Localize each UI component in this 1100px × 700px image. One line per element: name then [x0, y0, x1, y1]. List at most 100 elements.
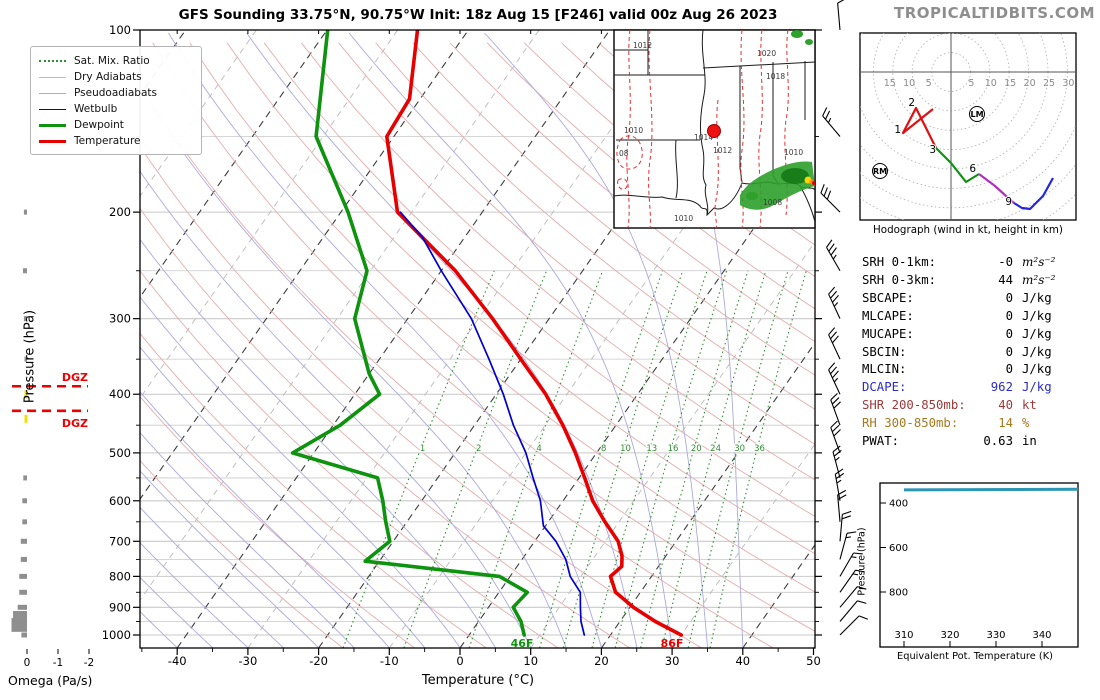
stat-row: RH 300-850mb: 14% — [862, 415, 1074, 433]
svg-text:700: 700 — [109, 534, 131, 548]
rm-marker — [872, 163, 888, 179]
svg-text:330: 330 — [986, 630, 1005, 641]
legend-item-temperature: Temperature — [39, 133, 193, 149]
svg-text:900: 900 — [109, 600, 131, 614]
svg-text:2: 2 — [908, 97, 915, 109]
svg-text:20: 20 — [594, 654, 609, 668]
svg-text:16: 16 — [668, 444, 679, 454]
svg-text:25: 25 — [1043, 78, 1055, 89]
svg-text:9: 9 — [1005, 196, 1012, 208]
svg-text:-20: -20 — [309, 654, 328, 668]
svg-text:10: 10 — [985, 78, 997, 89]
wind-barb — [839, 531, 857, 560]
stat-label: SRH 0-3km: — [862, 272, 937, 287]
stat-unit: in — [1022, 434, 1037, 449]
svg-text:6: 6 — [969, 163, 976, 175]
svg-text:1010: 1010 — [784, 148, 803, 157]
hodograph-trace-0-3km — [901, 106, 937, 149]
svg-text:-10: -10 — [380, 654, 399, 668]
stat-label: MLCIN: — [862, 362, 907, 377]
stat-value: 0.63 — [983, 434, 1013, 449]
svg-text:1020: 1020 — [757, 49, 776, 58]
wetbulb-curve — [399, 211, 586, 636]
wind-barb — [830, 392, 841, 426]
svg-text:-30: -30 — [239, 654, 258, 668]
svg-text:500: 500 — [109, 446, 131, 460]
stat-unit: J/kg — [1022, 308, 1052, 323]
svg-text:13: 13 — [646, 444, 657, 454]
svg-text:1012: 1012 — [713, 146, 732, 155]
wind-barb — [839, 615, 868, 636]
site-branding: TROPICALTIDBITS.COM — [894, 4, 1095, 22]
svg-text:1000: 1000 — [102, 628, 131, 642]
wind-barb — [822, 107, 841, 137]
svg-text:1: 1 — [894, 124, 901, 136]
svg-text:600: 600 — [889, 543, 908, 554]
legend-item-wetbulb: Wetbulb — [39, 101, 193, 117]
wind-barb — [839, 552, 863, 577]
sounding-profiles: 46F 86F — [290, 30, 683, 648]
wind-barb — [826, 239, 841, 272]
hodograph-panel: 15 10 5 5 10 15 20 25 30 1 2 3 6 9 RM LM — [859, 32, 1077, 221]
hodograph-trace-6-9km — [978, 173, 1015, 204]
stat-unit: % — [1022, 416, 1030, 431]
stat-value: 962 — [990, 380, 1013, 395]
stat-value: 14 — [998, 416, 1013, 431]
legend-label: Dewpoint — [74, 119, 124, 131]
svg-text:24: 24 — [710, 444, 721, 454]
svg-text:20: 20 — [1024, 78, 1036, 89]
stat-row: SBCIN: 0 J/kg — [862, 344, 1074, 362]
svg-text:-40: -40 — [168, 654, 187, 668]
svg-text:10: 10 — [903, 78, 915, 89]
stat-unit: J/kg — [1022, 326, 1052, 341]
svg-text:36: 36 — [754, 444, 765, 454]
stat-label: SRH 0-1km: — [862, 255, 937, 269]
wind-barb — [837, 0, 847, 31]
svg-text:1018: 1018 — [766, 72, 785, 81]
svg-text:300: 300 — [109, 312, 131, 326]
legend-label: Wetbulb — [74, 103, 118, 115]
stat-unit: kt — [1022, 398, 1037, 413]
svg-text:800: 800 — [889, 588, 908, 599]
legend-label: Pseudoadiabats — [74, 87, 157, 99]
omega-axis-label: Omega (Pa/s) — [8, 673, 93, 688]
svg-text:30: 30 — [734, 444, 745, 454]
svg-text:400: 400 — [889, 499, 908, 510]
sounding-location-dot — [707, 124, 721, 138]
svg-text:1010: 1010 — [624, 126, 643, 135]
stat-unit: J/kg — [1022, 290, 1052, 305]
svg-text:LM: LM — [970, 110, 983, 119]
svg-text:2: 2 — [476, 444, 481, 454]
svg-text:1: 1 — [420, 444, 425, 454]
svg-text:10: 10 — [620, 444, 631, 454]
thetae-axis-label: Equivalent Pot. Temperature (K) — [897, 651, 1053, 662]
pressure-axis-label: Pressure (hPa) — [22, 309, 38, 404]
svg-text:08: 08 — [619, 149, 629, 158]
svg-text:5: 5 — [968, 78, 974, 89]
stat-row: MUCAPE: 0 J/kg — [862, 326, 1074, 344]
page-title: GFS Sounding 33.75°N, 90.75°W Init: 18z … — [178, 7, 778, 23]
svg-text:10: 10 — [523, 654, 538, 668]
wind-barb-column — [820, 0, 868, 636]
svg-text:0: 0 — [24, 657, 31, 669]
stat-label: RH 300-850mb: — [862, 416, 959, 431]
stat-label: MUCAPE: — [862, 326, 914, 341]
wind-barb — [828, 286, 841, 319]
stat-row: SRH 0-1km: -0 m²s⁻² — [862, 254, 1074, 272]
temperature-swatch — [39, 139, 66, 143]
wind-barb — [830, 420, 841, 454]
dewpoint-swatch — [39, 123, 66, 127]
svg-text:1012: 1012 — [633, 41, 652, 50]
stat-value: 0 — [1005, 326, 1013, 341]
stat-label: SBCAPE: — [862, 290, 914, 305]
stat-row: SHR 200-850mb: 40 kt — [862, 397, 1074, 415]
pseudoadiabat-swatch — [39, 92, 66, 94]
stat-row: MLCAPE: 0 J/kg — [862, 308, 1074, 326]
svg-text:8: 8 — [601, 444, 606, 454]
stat-label: DCAPE: — [862, 380, 907, 395]
legend-item-dryadiabat: Dry Adiabats — [39, 69, 193, 85]
hodograph-trace-3-6km — [935, 147, 980, 184]
